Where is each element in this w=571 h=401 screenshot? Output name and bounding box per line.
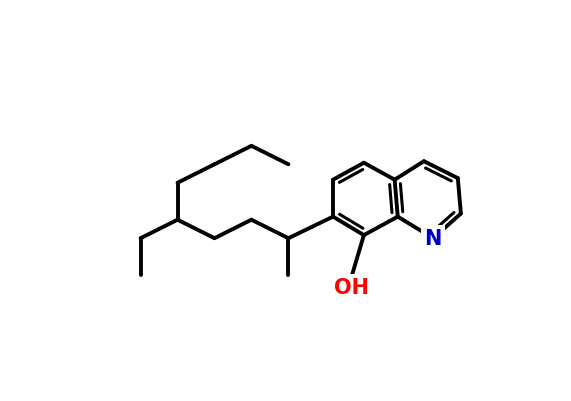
Text: OH: OH (334, 278, 369, 298)
Text: N: N (424, 229, 442, 249)
